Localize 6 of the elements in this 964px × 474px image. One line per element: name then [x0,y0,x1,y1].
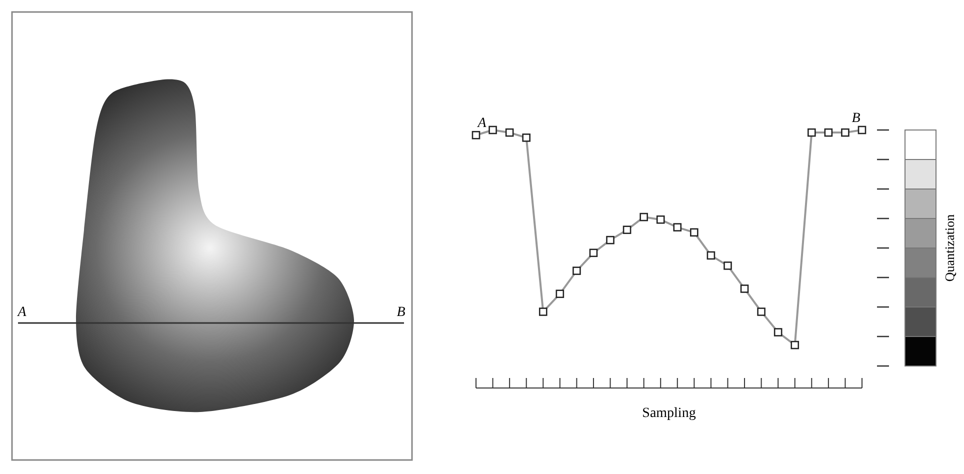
text: A [16,305,27,320]
text: B [396,305,406,320]
annotation: A [476,116,487,132]
x-axis-title: Sampling [642,406,696,421]
text: B [852,111,861,126]
color-bar-title: Quantization [942,214,957,282]
